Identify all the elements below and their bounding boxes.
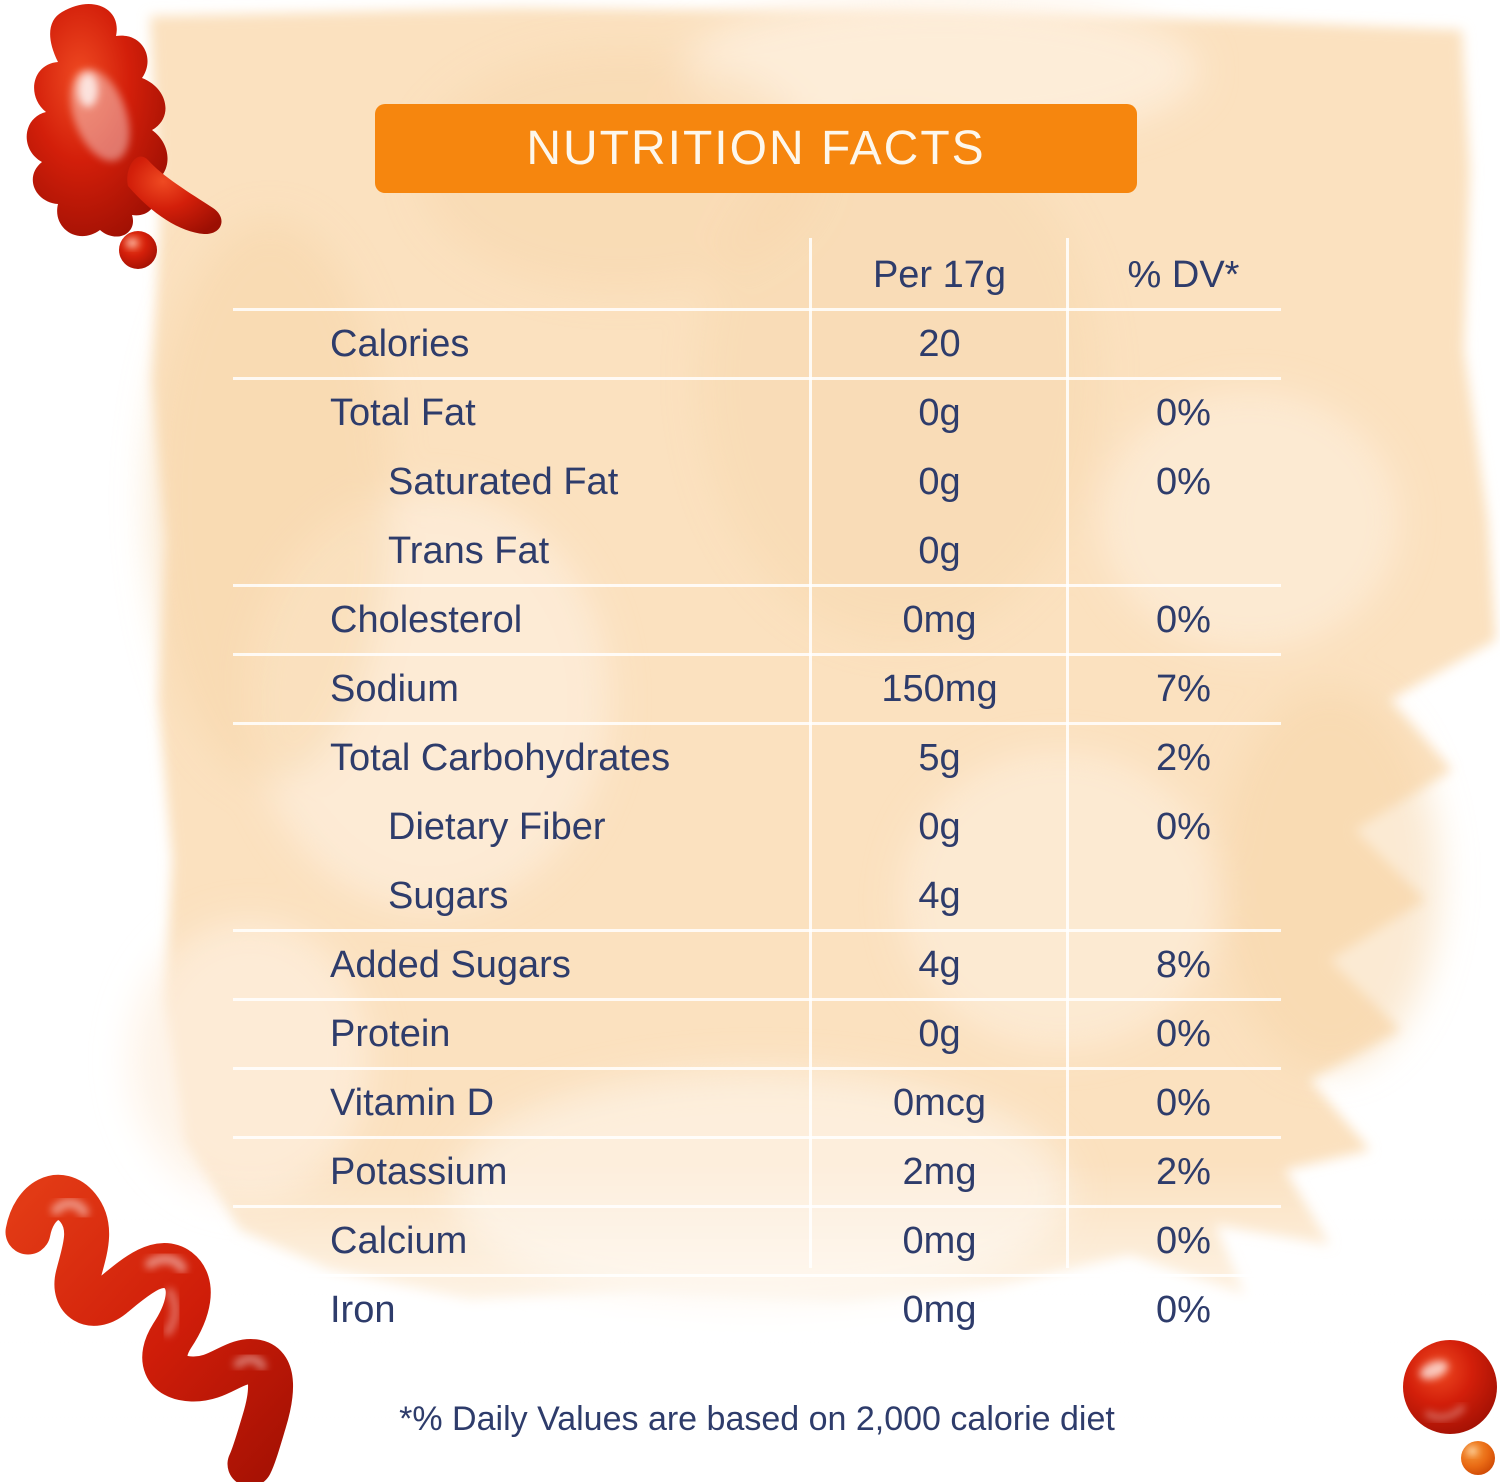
row-amount: 0g bbox=[918, 1013, 961, 1055]
nutrition-table-body: Calories 20 Total Fat 0g 0% Saturated Fa… bbox=[233, 308, 1281, 1345]
row-dv: 2% bbox=[1156, 737, 1211, 779]
row-label: Iron bbox=[330, 1289, 396, 1331]
row-label: Potassium bbox=[330, 1151, 508, 1193]
table-row: Cholesterol 0mg 0% bbox=[233, 584, 1281, 655]
row-amount: 0mg bbox=[902, 1289, 977, 1331]
column-header-spacer bbox=[233, 240, 811, 310]
row-label: Total Fat bbox=[330, 392, 476, 434]
footnote: *% Daily Values are based on 2,000 calor… bbox=[399, 1400, 1115, 1438]
row-amount: 20 bbox=[918, 323, 961, 365]
table-row: Iron 0mg 0% bbox=[233, 1274, 1281, 1345]
table-header: Per 17g % DV* bbox=[233, 240, 1281, 310]
row-dv bbox=[1068, 517, 1281, 586]
row-dv: 0% bbox=[1156, 806, 1211, 848]
table-row: Vitamin D 0mcg 0% bbox=[233, 1067, 1281, 1138]
table-row: Protein 0g 0% bbox=[233, 998, 1281, 1069]
table-row: Calories 20 bbox=[233, 308, 1281, 379]
row-label: Protein bbox=[330, 1013, 451, 1055]
row-amount: 0mg bbox=[902, 599, 977, 641]
table-row: Saturated Fat 0g 0% bbox=[233, 448, 1281, 517]
row-label: Calories bbox=[330, 323, 470, 365]
row-label: Sodium bbox=[330, 668, 459, 710]
table-row: Trans Fat 0g bbox=[233, 517, 1281, 586]
row-amount: 0g bbox=[918, 392, 961, 434]
row-dv: 0% bbox=[1156, 392, 1211, 434]
ketchup-drop-bottom-right bbox=[1403, 1340, 1497, 1434]
row-label: Total Carbohydrates bbox=[330, 737, 671, 779]
row-amount: 4g bbox=[918, 875, 961, 917]
row-label: Added Sugars bbox=[330, 944, 571, 986]
row-dv: 0% bbox=[1156, 599, 1211, 641]
row-amount: 0g bbox=[918, 806, 961, 848]
table-row: Sodium 150mg 7% bbox=[233, 653, 1281, 724]
row-label: Dietary Fiber bbox=[388, 806, 606, 848]
row-label: Sugars bbox=[388, 875, 509, 917]
table-row: Sugars 4g bbox=[233, 862, 1281, 931]
row-label: Vitamin D bbox=[330, 1082, 495, 1124]
column-divider-left bbox=[809, 238, 812, 1268]
ketchup-smear-top-left bbox=[26, 3, 222, 269]
table-row: Added Sugars 4g 8% bbox=[233, 929, 1281, 1000]
table-row: Potassium 2mg 2% bbox=[233, 1136, 1281, 1207]
row-dv: 7% bbox=[1156, 668, 1211, 710]
table-row: Total Fat 0g 0% bbox=[233, 377, 1281, 448]
title-banner: NUTRITION FACTS bbox=[375, 104, 1137, 193]
nutrition-table: Per 17g % DV* Calories 20 Total Fat 0g 0… bbox=[233, 238, 1281, 1345]
table-row: Total Carbohydrates 5g 2% bbox=[233, 722, 1281, 793]
row-label: Saturated Fat bbox=[388, 461, 619, 503]
row-label: Calcium bbox=[330, 1220, 468, 1262]
table-row: Dietary Fiber 0g 0% bbox=[233, 793, 1281, 862]
row-dv bbox=[1068, 310, 1281, 379]
row-amount: 2mg bbox=[902, 1151, 977, 1193]
row-dv bbox=[1068, 862, 1281, 931]
row-amount: 0g bbox=[918, 530, 961, 572]
row-amount: 0mg bbox=[902, 1220, 977, 1262]
table-row: Calcium 0mg 0% bbox=[233, 1205, 1281, 1276]
row-dv: 0% bbox=[1156, 1289, 1211, 1331]
column-header-dv: % DV* bbox=[1127, 254, 1240, 296]
row-dv: 2% bbox=[1156, 1151, 1211, 1193]
column-divider-right bbox=[1066, 238, 1069, 1268]
row-dv: 0% bbox=[1156, 1082, 1211, 1124]
row-dv: 0% bbox=[1156, 461, 1211, 503]
row-amount: 4g bbox=[918, 944, 961, 986]
row-amount: 0mcg bbox=[893, 1082, 986, 1124]
page-title: NUTRITION FACTS bbox=[526, 122, 986, 175]
row-label: Cholesterol bbox=[330, 599, 523, 641]
ketchup-droplet-bottom-right bbox=[1461, 1441, 1495, 1475]
row-dv: 0% bbox=[1156, 1220, 1211, 1262]
column-header-amount: Per 17g bbox=[872, 254, 1007, 296]
row-amount: 0g bbox=[918, 461, 961, 503]
row-amount: 5g bbox=[918, 737, 961, 779]
ketchup-dot-top-left bbox=[119, 231, 157, 269]
row-dv: 0% bbox=[1156, 1013, 1211, 1055]
row-dv: 8% bbox=[1156, 944, 1211, 986]
row-label: Trans Fat bbox=[388, 530, 550, 572]
row-amount: 150mg bbox=[881, 668, 998, 710]
